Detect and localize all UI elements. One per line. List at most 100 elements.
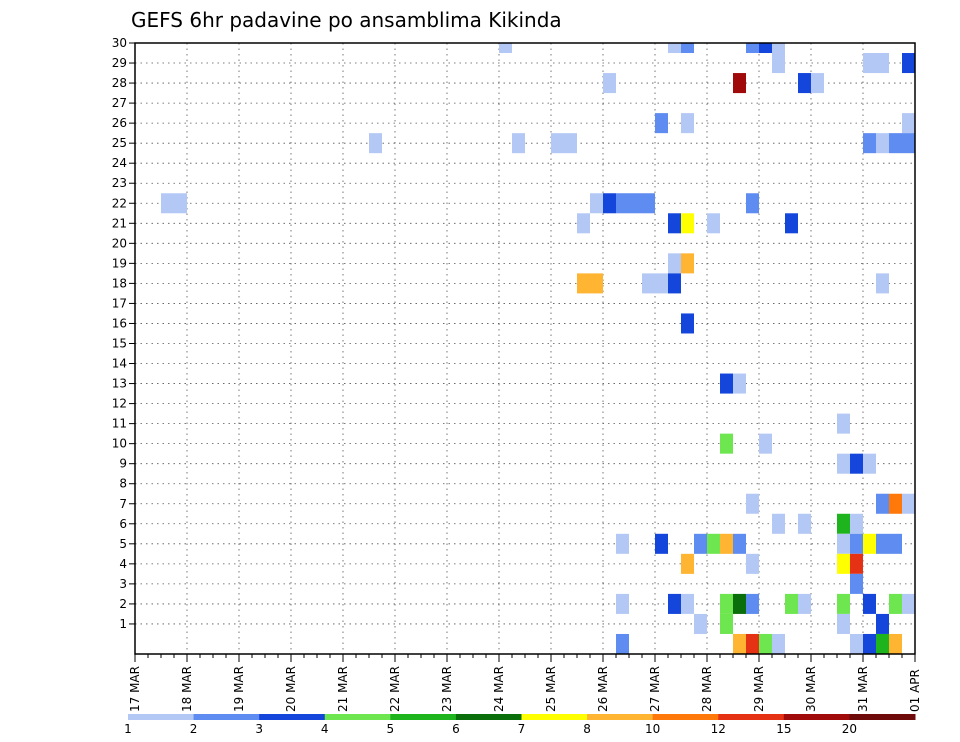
precip-cell (642, 273, 655, 294)
precip-cell (681, 593, 694, 614)
chart-title: GEFS 6hr padavine po ansamblima Kikinda (131, 8, 562, 32)
precip-cell (759, 633, 772, 654)
precip-cell (603, 193, 616, 214)
y-tick-label: 2 (119, 597, 127, 611)
x-tick-label: 22 MAR (388, 666, 402, 712)
x-tick-label: 19 MAR (232, 666, 246, 712)
precip-cell (850, 513, 863, 534)
precip-cell (707, 213, 720, 234)
precip-cell (642, 193, 655, 214)
precip-cell (668, 213, 681, 234)
precip-cell (564, 133, 577, 154)
y-tick-label: 3 (119, 577, 127, 591)
legend-swatch (455, 714, 522, 720)
precip-cell (837, 453, 850, 474)
precip-cell (746, 193, 759, 214)
y-tick-label: 1 (119, 617, 127, 631)
precip-cell (850, 553, 863, 574)
precip-cell (174, 193, 187, 214)
legend-label: 5 (387, 722, 395, 736)
y-tick-label: 17 (112, 296, 127, 310)
precip-cell (681, 553, 694, 574)
precip-cell (655, 273, 668, 294)
legend-label: 20 (842, 722, 857, 736)
y-tick-label: 21 (112, 216, 127, 230)
legend-label: 4 (321, 722, 329, 736)
precip-cell (798, 593, 811, 614)
precip-cell (889, 133, 902, 154)
x-axis: 17 MAR 18 MAR 19 MAR 20 MAR 21 MAR 22 MAR 23 M… (128, 654, 922, 712)
legend-label: 7 (518, 722, 526, 736)
precip-cell (577, 213, 590, 234)
x-tick-label: 29 MAR (752, 666, 766, 712)
y-tick-label: 23 (112, 176, 127, 190)
precip-cell (902, 493, 915, 514)
legend-label: 10 (645, 722, 660, 736)
x-tick-label: 20 MAR (284, 666, 298, 712)
legend-swatch (259, 714, 326, 720)
precip-cell (746, 633, 759, 654)
precip-cell (707, 533, 720, 554)
y-tick-label: 6 (119, 517, 127, 531)
precip-cell (733, 533, 746, 554)
y-tick-label: 13 (112, 377, 127, 391)
x-tick-label: 01 APR (908, 669, 922, 712)
precip-cell (369, 133, 382, 154)
precip-cell (759, 433, 772, 454)
y-tick-label: 4 (119, 557, 127, 571)
precip-cell (876, 533, 889, 554)
precip-cell (811, 73, 824, 94)
precip-cell (863, 133, 876, 154)
y-tick-label: 9 (119, 457, 127, 471)
precip-cell (746, 493, 759, 514)
precip-cell (837, 533, 850, 554)
y-tick-label: 16 (112, 316, 127, 330)
precip-cell (889, 633, 902, 654)
precip-cell (681, 213, 694, 234)
precip-cell (512, 133, 525, 154)
legend-swatch (652, 714, 719, 720)
precip-cell (902, 133, 915, 154)
precip-cell (616, 533, 629, 554)
precip-cell (876, 53, 889, 74)
precip-cell (837, 413, 850, 434)
y-tick-label: 5 (119, 537, 127, 551)
precip-cell (681, 43, 694, 54)
precip-cell (720, 593, 733, 614)
precip-cell (902, 53, 915, 74)
legend-swatch (849, 714, 916, 720)
y-tick-label: 8 (119, 477, 127, 491)
precip-cell (590, 193, 603, 214)
precip-cell (720, 433, 733, 454)
precip-cell (785, 213, 798, 234)
precip-cell (863, 453, 876, 474)
precip-cell (902, 593, 915, 614)
y-tick-label: 22 (112, 196, 127, 210)
y-tick-label: 24 (112, 156, 127, 170)
x-tick-label: 24 MAR (492, 666, 506, 712)
precip-cell (577, 273, 590, 294)
legend-label: 8 (583, 722, 591, 736)
precip-cell (876, 273, 889, 294)
precip-cell (902, 113, 915, 134)
precip-cell (655, 533, 668, 554)
precip-cell (850, 533, 863, 554)
precip-cell (876, 633, 889, 654)
y-tick-label: 27 (112, 96, 127, 110)
precip-cell (720, 533, 733, 554)
y-tick-label: 14 (112, 357, 127, 371)
x-tick-label: 25 MAR (544, 666, 558, 712)
precip-cell (668, 253, 681, 274)
precip-cell (837, 593, 850, 614)
precip-cell (629, 193, 642, 214)
precip-cell (772, 43, 785, 54)
precip-cell (668, 43, 681, 54)
x-tick-label: 28 MAR (700, 666, 714, 712)
legend-swatch (718, 714, 785, 720)
precip-cell (681, 253, 694, 274)
y-tick-label: 11 (112, 417, 127, 431)
legend-swatch (521, 714, 588, 720)
legend-label: 15 (776, 722, 791, 736)
x-tick-label: 31 MAR (856, 666, 870, 712)
y-tick-label: 29 (112, 56, 127, 70)
